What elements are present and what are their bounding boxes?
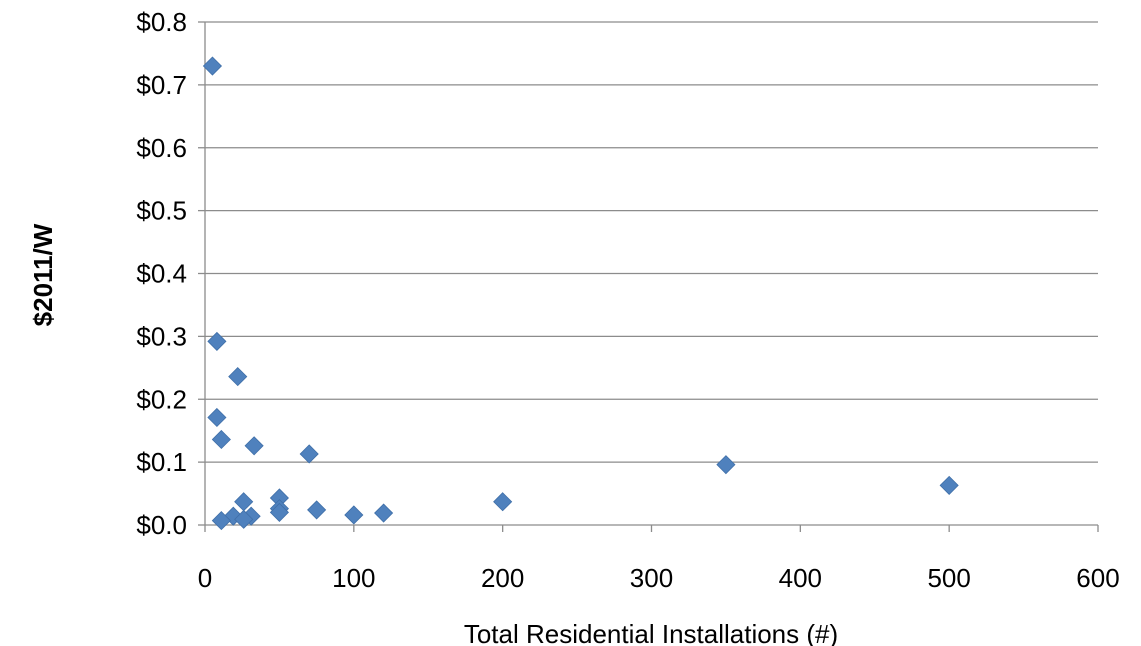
y-tick-label: $0.1 (136, 447, 187, 477)
y-tick-label: $0.8 (136, 7, 187, 37)
x-tick-label: 200 (481, 563, 524, 593)
data-point-15 (374, 503, 394, 523)
x-tick-labels: 0 100 200 300 400 500 600 (198, 563, 1120, 593)
x-axis-title: Total Residential Installations (#) (464, 619, 838, 646)
y-tick-label: $0.0 (136, 510, 187, 540)
y-tick-labels: $0.0 $0.1 $0.2 $0.3 $0.4 $0.5 $0.6 $0.7 $0.8 (136, 7, 187, 540)
data-point-3 (207, 407, 227, 428)
y-tick-label: $0.6 (136, 133, 187, 163)
data-point-2 (228, 367, 248, 387)
x-tick-label: 400 (779, 563, 822, 593)
data-point-5 (244, 436, 264, 456)
y-tick-label: $0.3 (136, 321, 187, 351)
data-point-11 (493, 492, 513, 512)
x-tick-label: 600 (1076, 563, 1119, 593)
y-tick-label: $0.2 (136, 384, 187, 414)
data-point-20 (211, 511, 231, 531)
data-point-0 (202, 56, 223, 76)
x-tick-label: 300 (630, 563, 673, 593)
y-tick-label: $0.5 (136, 196, 187, 226)
y-axis-title: $2011/W (28, 223, 58, 326)
data-point-1 (207, 331, 227, 351)
x-tick-label: 500 (927, 563, 970, 593)
x-tick-label: 0 (198, 563, 212, 593)
gridlines (205, 21, 1098, 463)
x-tick-label: 100 (332, 563, 375, 593)
data-point-16 (344, 505, 364, 525)
data-points (202, 56, 959, 531)
axes (198, 21, 1099, 532)
y-tick-label: $0.7 (136, 70, 187, 100)
data-point-6 (299, 444, 319, 464)
data-point-7 (716, 455, 736, 475)
data-point-14 (269, 502, 289, 522)
data-point-4 (211, 429, 231, 450)
data-point-13 (307, 500, 327, 520)
data-point-19 (234, 509, 254, 529)
y-tick-label: $0.4 (136, 259, 187, 289)
data-point-8 (939, 475, 959, 495)
